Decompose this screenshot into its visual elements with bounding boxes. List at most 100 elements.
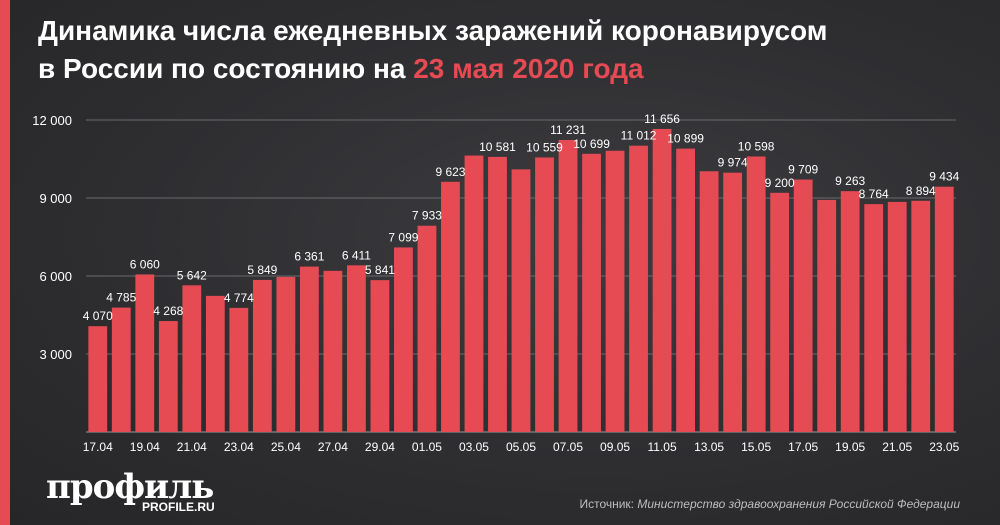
x-tick-label: 17.05 xyxy=(788,440,818,454)
bar xyxy=(746,156,766,432)
profile-logo: профиль xyxy=(46,467,214,507)
accent-stripe xyxy=(0,0,10,525)
bars xyxy=(88,128,954,433)
bar-value-label: 4 268 xyxy=(153,304,183,318)
bar xyxy=(111,307,131,432)
bar xyxy=(417,225,437,432)
bar xyxy=(205,295,225,432)
bar xyxy=(887,201,907,432)
bar xyxy=(88,326,108,432)
bar-value-label: 7 099 xyxy=(388,230,418,244)
bar xyxy=(864,204,884,432)
bar xyxy=(441,181,460,432)
bar xyxy=(817,199,837,432)
bar-value-label: 5 849 xyxy=(247,263,277,277)
bar xyxy=(488,156,507,433)
title-date-highlight: 23 мая 2020 года xyxy=(413,53,644,84)
profile-site-url: PROFILE.RU xyxy=(142,500,215,514)
bar xyxy=(629,145,648,433)
bar-value-label: 9 709 xyxy=(788,163,818,177)
bar-value-label: 11 656 xyxy=(644,112,680,126)
x-tick-label: 11.05 xyxy=(648,440,677,454)
bar-value-label: 11 231 xyxy=(550,123,586,137)
bar xyxy=(723,172,743,432)
source-label: Источник: xyxy=(579,497,635,511)
bar xyxy=(464,155,484,433)
bar-value-label: 5 642 xyxy=(177,268,207,282)
title-line-1: Динамика числа ежедневных заражений коро… xyxy=(38,15,828,46)
bar xyxy=(558,139,578,432)
x-tick-label: 25.04 xyxy=(271,440,301,454)
page-title: Динамика числа ежедневных заражений коро… xyxy=(38,12,988,88)
x-tick-label: 05.05 xyxy=(506,440,536,454)
x-tick-label: 23.04 xyxy=(224,440,254,454)
bar xyxy=(370,280,390,432)
bar-value-label: 6 361 xyxy=(294,250,324,264)
bar xyxy=(793,179,813,432)
x-tick-label: 21.04 xyxy=(177,440,207,454)
bar xyxy=(911,200,931,432)
x-tick-label: 03.05 xyxy=(459,440,489,454)
bar xyxy=(229,307,249,432)
bar-value-label: 7 933 xyxy=(412,209,442,223)
y-tick-label: 3 000 xyxy=(39,347,72,362)
x-tick-label: 17.04 xyxy=(83,440,113,454)
bar-value-label: 9 974 xyxy=(718,156,748,170)
bar-value-label: 8 764 xyxy=(859,187,889,201)
bar-value-label: 4 070 xyxy=(83,309,113,323)
bar xyxy=(252,279,272,432)
bar xyxy=(934,186,954,432)
x-tick-label: 19.04 xyxy=(130,440,160,454)
bar xyxy=(676,148,695,432)
bar xyxy=(394,247,413,432)
x-axis-ticks: 17.04 19.04 21.04 23.04 25.04 27.04 29.04 01.05… xyxy=(83,440,960,454)
bar-value-label: 5 841 xyxy=(365,263,395,277)
source-note: Источник: Министерство здравоохранения Р… xyxy=(579,497,960,511)
bar xyxy=(299,266,319,432)
bar xyxy=(276,276,296,432)
bar-value-label: 9 263 xyxy=(835,174,865,188)
bar-value-label: 6 411 xyxy=(342,248,371,262)
bar xyxy=(182,285,202,432)
bar-value-label: 11 012 xyxy=(621,129,657,143)
x-tick-label: 27.04 xyxy=(318,440,348,454)
x-tick-label: 19.05 xyxy=(835,440,865,454)
bar-value-label: 9 434 xyxy=(929,170,959,184)
y-tick-label: 12 000 xyxy=(32,113,72,128)
bar-value-label: 10 699 xyxy=(573,137,610,151)
bar-value-label: 10 899 xyxy=(667,132,704,146)
x-tick-label: 01.05 xyxy=(412,440,442,454)
bar-value-label: 8 894 xyxy=(906,184,936,198)
bar-value-label: 4 785 xyxy=(106,291,136,305)
bar-value-label: 6 060 xyxy=(130,257,160,271)
bar-value-label: 9 623 xyxy=(435,165,465,179)
y-tick-label: 9 000 xyxy=(39,191,72,206)
y-tick-label: 6 000 xyxy=(39,269,72,284)
x-tick-label: 15.05 xyxy=(741,440,771,454)
bar xyxy=(323,270,343,432)
bar xyxy=(699,171,719,432)
bar xyxy=(535,157,554,432)
bar-value-label: 10 559 xyxy=(526,140,563,154)
x-tick-label: 07.05 xyxy=(553,440,583,454)
title-line-2-prefix: в России по состоянию на xyxy=(38,53,414,84)
x-tick-label: 23.05 xyxy=(929,440,959,454)
bar xyxy=(158,321,178,432)
x-tick-label: 09.05 xyxy=(600,440,630,454)
x-tick-label: 21.05 xyxy=(882,440,912,454)
bar-value-label: 4 774 xyxy=(224,291,254,305)
bar xyxy=(511,169,531,432)
bar xyxy=(135,274,155,432)
source-text: Министерство здравоохранения Российской … xyxy=(637,497,960,511)
bar xyxy=(770,192,790,432)
data-labels: 4 070 4 785 6 060 4 268 5 642 4 774 5 849 6 361… xyxy=(83,112,960,323)
bar xyxy=(652,128,672,432)
bar xyxy=(605,150,625,432)
bar xyxy=(347,265,366,432)
title-line-2: в России по состоянию на 23 мая 2020 год… xyxy=(38,50,988,88)
bar-value-label: 9 200 xyxy=(765,176,795,190)
bar xyxy=(840,191,860,432)
x-tick-label: 29.04 xyxy=(365,440,395,454)
